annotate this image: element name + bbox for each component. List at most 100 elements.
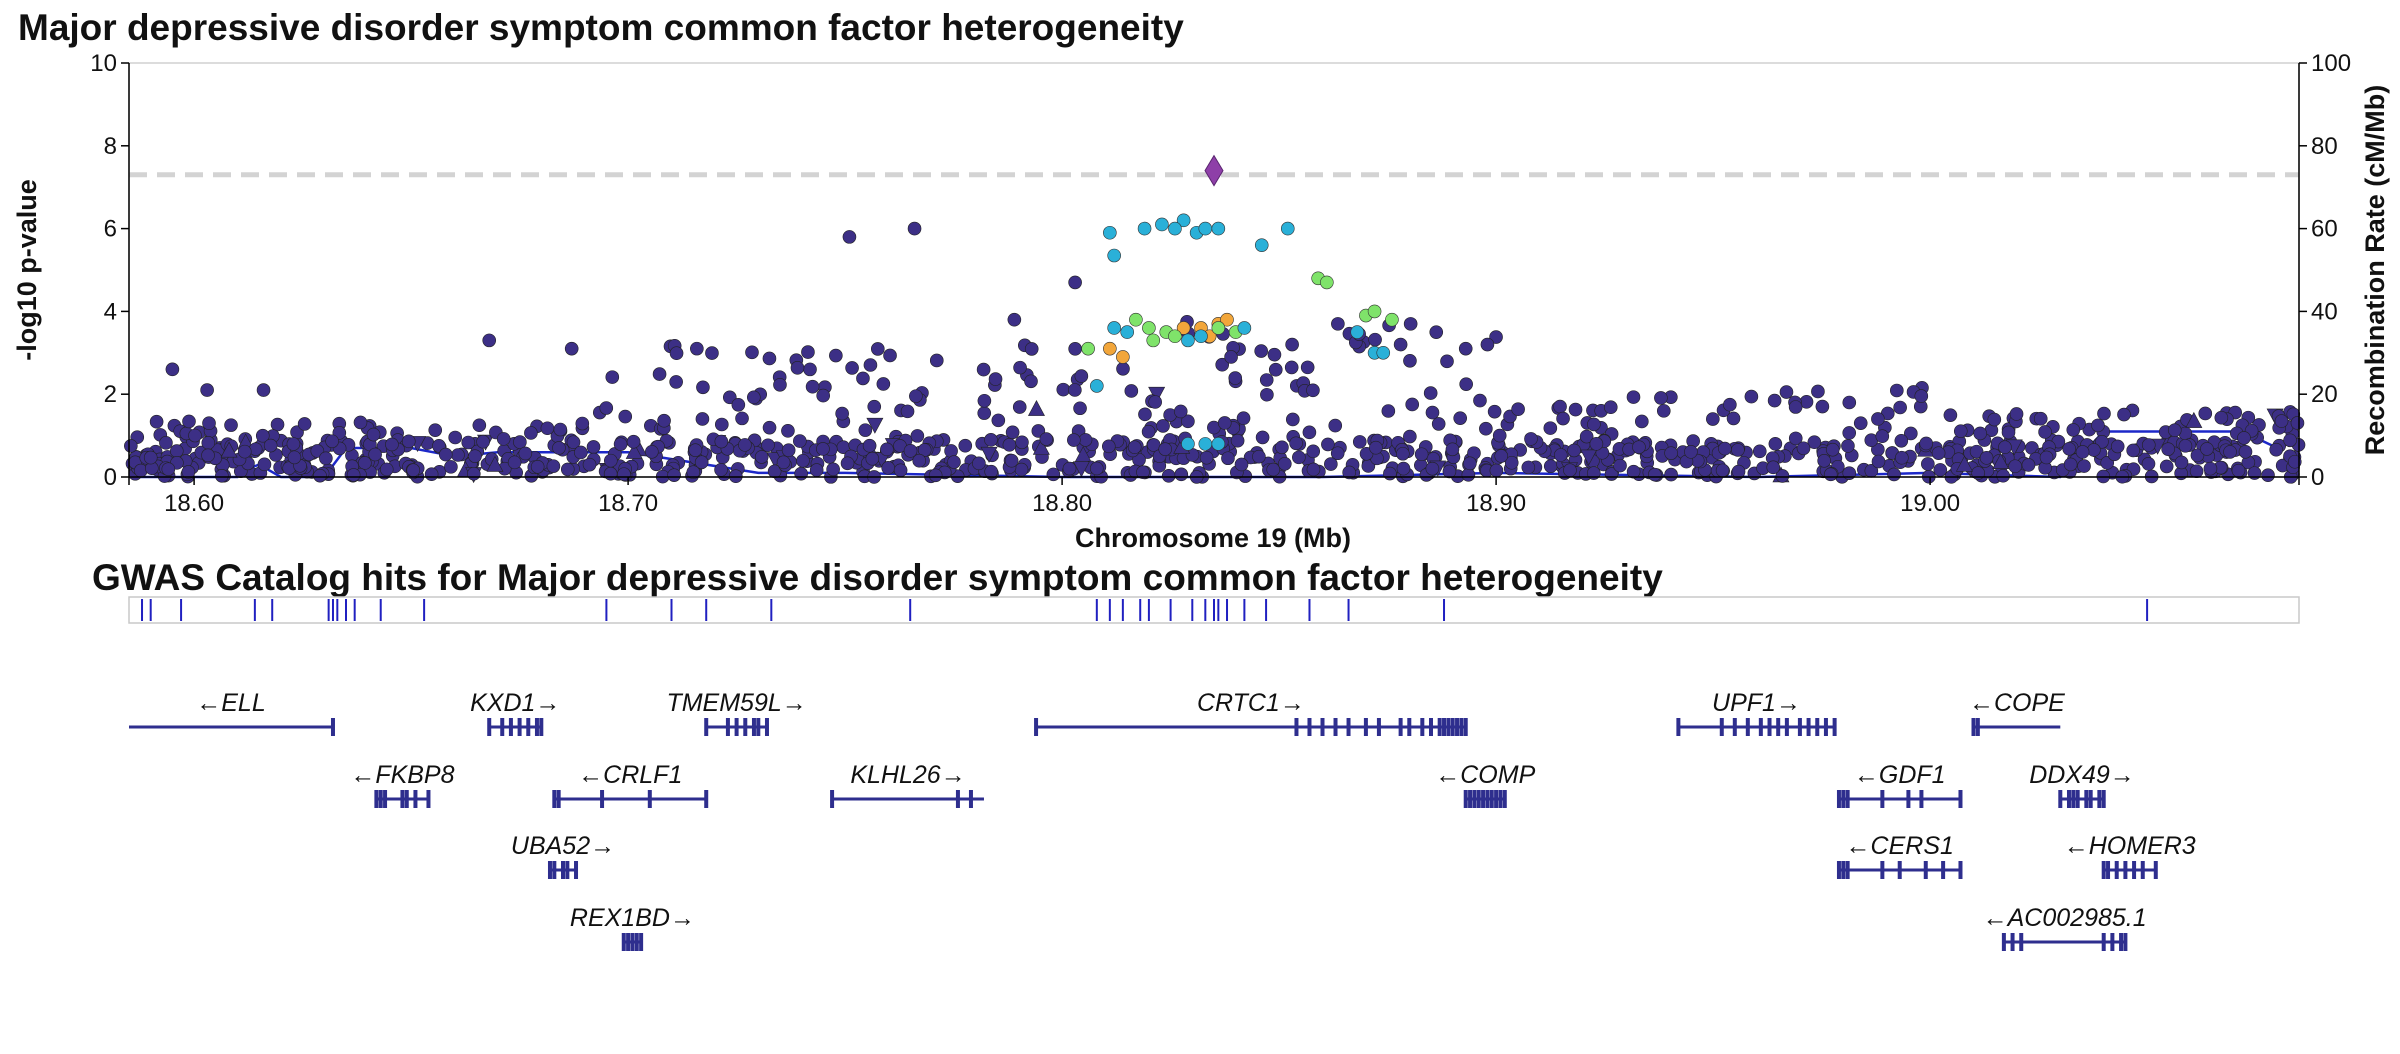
gene-exon [1797,718,1802,736]
snp-point [1014,462,1029,477]
snp-point [1453,411,1468,425]
snp-point [224,418,238,432]
snp-point [977,406,992,420]
snp-point [1817,453,1831,468]
snp-point [856,371,870,386]
snp-point [1324,457,1338,471]
snp-point-blue [1181,333,1195,348]
snp-point [816,442,830,456]
gene-exon [574,861,579,879]
snp-point [2097,406,2111,421]
snp-point [2198,406,2213,421]
snp-point [669,346,684,361]
snp-point [1524,432,1538,446]
snp-point [1300,360,1315,375]
snp-point [1480,337,1495,352]
snp-point-blue [1103,225,1117,240]
snp-point [215,468,229,483]
snp-point [826,462,840,477]
snp-point-blue [1137,221,1152,236]
snp-point [1158,442,1173,456]
gene-exon [426,790,431,808]
snp-point [625,442,643,459]
snp-point [1289,436,1303,451]
gene-exon [1758,718,1763,736]
snp-point-green [1168,329,1182,344]
gene-crtc1: CRTC1→ [1034,689,1468,736]
snp-point [1004,453,1019,468]
snp-point [1543,459,1558,473]
snp-point [761,438,775,453]
snp-point [871,342,885,356]
y2-tick-label: 60 [2311,216,2338,243]
snp-point [1987,412,2002,427]
gene-exon [1346,718,1351,736]
gene-exon [404,790,409,808]
snp-point [1589,437,1604,451]
snp-point [1969,444,1984,459]
snp-point [1068,342,1082,356]
snp-point [482,333,497,348]
snp-point [1254,344,1268,358]
snp-point [1461,468,1476,482]
gene-label: KLHL26→ [850,761,965,789]
snp-point [2110,439,2125,454]
snp-point [829,348,843,363]
snp-point [1136,465,1150,479]
snp-point [2117,407,2131,422]
gene-exon [1498,790,1503,808]
snp-point [366,427,381,442]
snp-point [1543,421,1558,435]
snp-point [2238,444,2253,459]
snp-point [2095,434,2109,449]
gene-exon [2001,933,2006,951]
gene-exon [413,790,418,808]
gwas-catalog-hits-layer [141,599,2149,621]
snp-point [1904,426,1918,441]
gene-exon [2132,861,2137,879]
snp-point [2062,441,2077,456]
gene-exon [734,718,739,736]
snp-point [1479,421,1493,436]
snp-point [1255,430,1270,445]
snp-point-blue [1107,248,1121,263]
snp-point [2039,450,2054,465]
snp-point [958,438,973,453]
snp-point [903,444,918,458]
gene-exon [1494,790,1499,808]
snp-point [976,362,991,377]
snp-point [237,444,252,459]
snp-point [880,442,894,457]
association-panel-frame [128,62,2300,478]
gene-label: ←CRLF1 [578,761,682,789]
snp-point [1286,412,1300,427]
snp-point [1998,440,2012,455]
gene-cers1: ←CERS1 [1836,832,1963,879]
snp-point [1442,464,1457,479]
snp-point [1127,440,1142,455]
snp-point [1074,369,1089,383]
snp-point [2290,416,2305,430]
snp-point [1217,416,1232,430]
snp-point [603,453,618,468]
snp-point [1955,455,1973,472]
snp-point [2075,445,2090,459]
snp-point [1823,467,1838,482]
snp-point [1221,451,1235,466]
snp-point [984,433,998,447]
snp-point [182,414,196,429]
snp-point [1568,402,1583,417]
snp-point [574,445,588,460]
gene-exon [2140,861,2145,879]
snp-point [1815,399,1830,414]
snp-point [448,430,462,445]
snp-point [552,441,566,455]
snp-point [560,462,575,477]
snp-point [424,467,439,481]
snp-point [1068,383,1082,397]
snp-point [165,362,180,377]
snp-point [1073,401,1087,416]
snp-point [929,353,944,368]
snp-point [2009,407,2024,421]
gene-exon [1784,718,1789,736]
